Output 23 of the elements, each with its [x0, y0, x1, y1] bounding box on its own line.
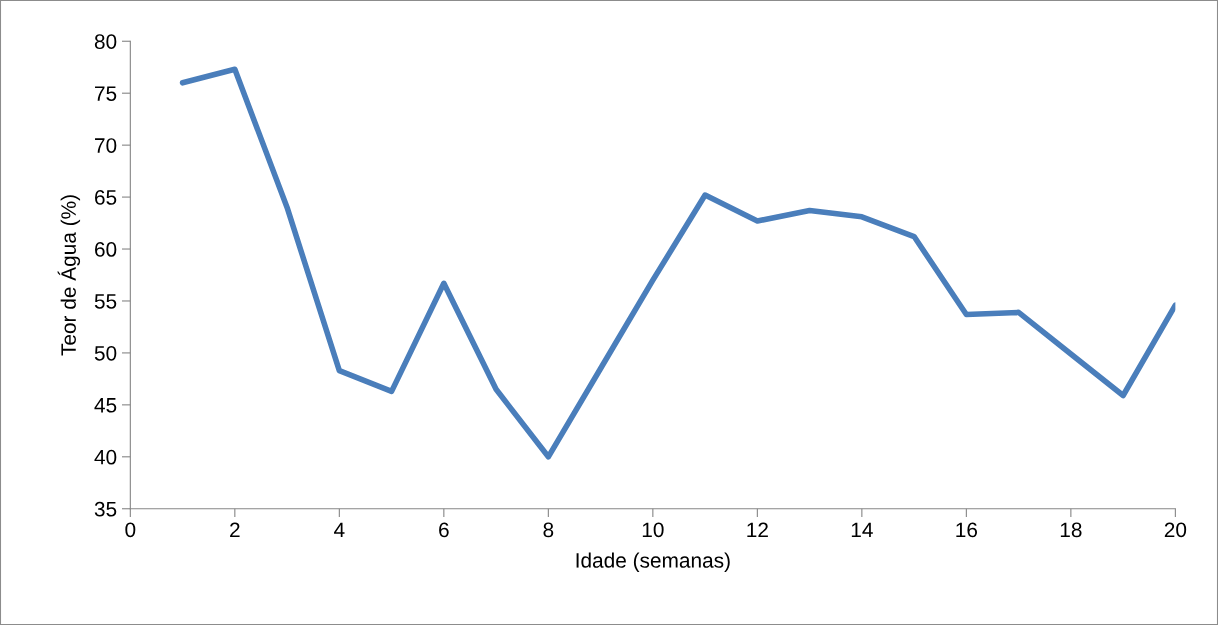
y-axis-title: Teor de Água (%) [57, 195, 81, 356]
x-tick-label: 12 [747, 522, 768, 538]
x-tick-label: 4 [334, 522, 345, 538]
y-tick-label: 45 [94, 398, 117, 413]
x-tick-label: 10 [642, 522, 664, 538]
y-tick-label: 75 [95, 86, 117, 101]
y-tick-label: 80 [94, 34, 117, 49]
x-tick-label: 2 [230, 522, 240, 538]
x-tick-label: 8 [543, 522, 554, 538]
x-tick-label: 20 [1164, 522, 1187, 538]
x-tick-label: 6 [439, 522, 449, 538]
y-tick-label: 55 [94, 294, 117, 309]
x-tick-label: 18 [1060, 522, 1082, 538]
y-tick-label: 60 [95, 242, 117, 257]
y-tick-label: 70 [95, 138, 117, 153]
x-axis-title: Idade (semanas) [576, 552, 730, 572]
y-tick-label: 50 [94, 345, 117, 361]
x-tick-label: 16 [956, 522, 978, 538]
y-tick-label: 40 [94, 449, 117, 465]
y-tick-label: 65 [95, 190, 117, 205]
x-tick-label: 14 [851, 522, 873, 538]
y-tick-label: 35 [94, 501, 117, 517]
x-tick-label: 0 [125, 522, 136, 538]
